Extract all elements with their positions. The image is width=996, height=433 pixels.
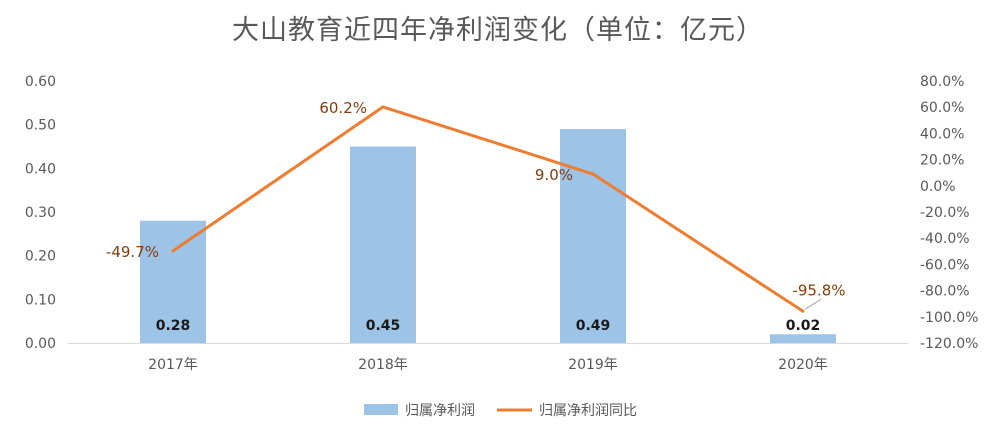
line-point <box>801 309 805 313</box>
line-value-label: 60.2% <box>319 99 367 117</box>
left-tick-label: 0.60 <box>25 74 56 90</box>
bar-value-label: 0.28 <box>156 318 191 334</box>
right-tick-label: -40.0% <box>920 231 970 247</box>
right-tick-label: 80.0% <box>920 74 964 90</box>
line-value-label: -49.7% <box>106 243 159 261</box>
bar-2018年 <box>350 146 416 343</box>
right-tick-label: 60.0% <box>920 100 964 116</box>
right-tick-label: -20.0% <box>920 205 970 221</box>
left-tick-label: 0.20 <box>25 249 56 265</box>
line-point <box>171 249 175 253</box>
bar-value-label: 0.49 <box>576 318 611 334</box>
left-tick-label: 0.10 <box>25 292 56 308</box>
legend-label-line: 归属净利润同比 <box>539 402 637 419</box>
left-tick-label: 0.40 <box>25 161 56 177</box>
bar-2017年 <box>140 220 206 343</box>
legend-label-bar: 归属净利润 <box>405 402 475 419</box>
right-tick-label: 40.0% <box>920 126 964 142</box>
label-leader-line <box>804 298 822 310</box>
right-tick-label: -100.0% <box>920 310 978 326</box>
right-tick-label: -120.0% <box>920 336 978 352</box>
line-value-label: -95.8% <box>792 281 845 299</box>
left-tick-label: 0.50 <box>25 118 56 134</box>
right-tick-label: -80.0% <box>920 284 970 300</box>
bar-2020年 <box>770 334 836 343</box>
line-point <box>381 105 385 109</box>
right-tick-label: 20.0% <box>920 153 964 169</box>
legend-swatch-bar <box>364 404 398 415</box>
x-tick-label: 2019年 <box>568 357 618 373</box>
x-tick-label: 2018年 <box>358 357 408 373</box>
right-tick-label: 0.0% <box>920 179 956 195</box>
bar-value-label: 0.45 <box>366 318 401 334</box>
line-value-label: 9.0% <box>535 166 573 184</box>
line-series-yoy <box>172 105 804 313</box>
bar-value-label: 0.02 <box>786 318 821 334</box>
x-tick-label: 2017年 <box>148 357 198 373</box>
left-tick-label: 0.30 <box>25 205 56 221</box>
left-tick-label: 0.00 <box>25 336 56 352</box>
chart-title: 大山教育近四年净利润变化（单位：亿元） <box>232 15 764 46</box>
bar-2019年 <box>560 129 626 343</box>
x-tick-label: 2020年 <box>778 357 828 373</box>
right-tick-label: -60.0% <box>920 257 970 273</box>
line-point <box>591 172 595 176</box>
